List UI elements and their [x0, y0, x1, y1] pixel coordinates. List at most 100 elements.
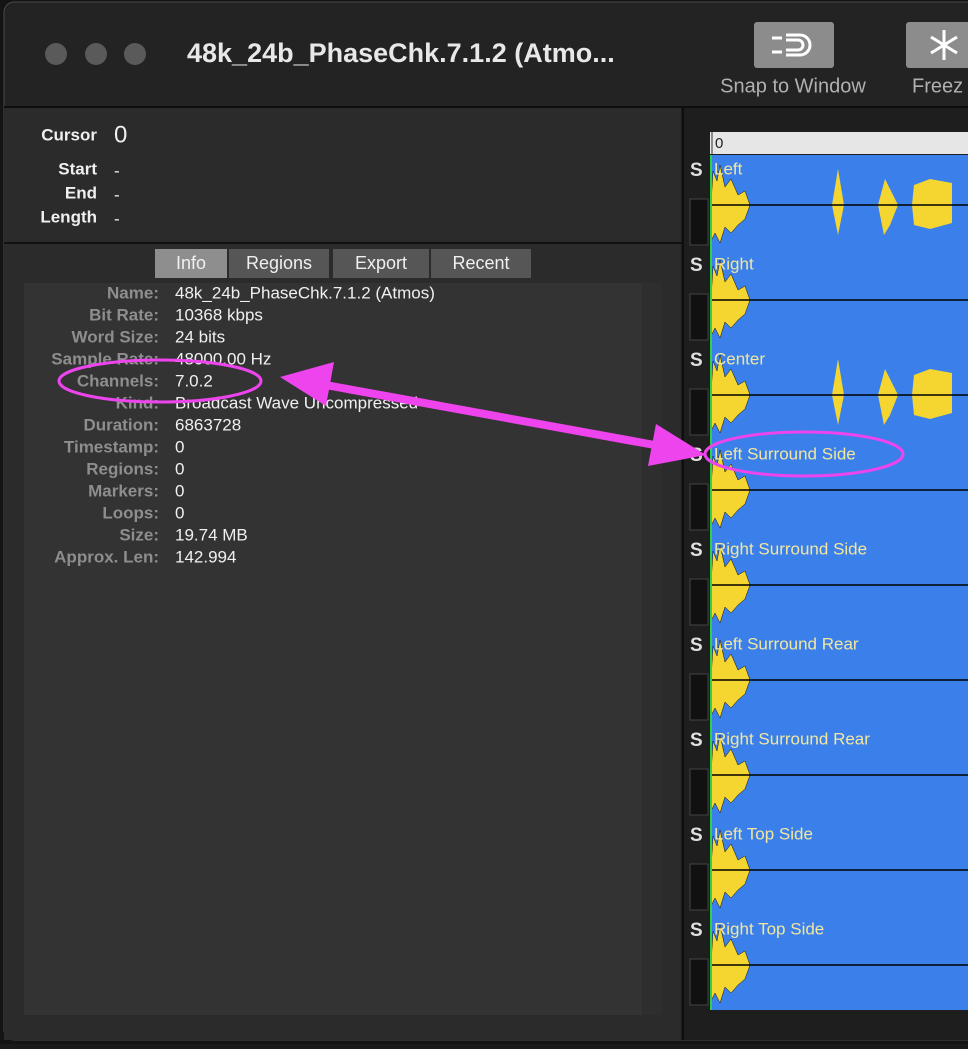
- info-value: 48k_24b_PhaseChk.7.1.2 (Atmos): [175, 283, 435, 302]
- info-label: Word Size:: [71, 327, 159, 346]
- arrow-shaft: [319, 380, 661, 450]
- track-name: Left: [714, 159, 743, 178]
- track-name: Right Surround Side: [714, 539, 867, 558]
- highlight-ellipse: [703, 430, 905, 478]
- track-lane: [710, 915, 968, 1010]
- info-value: 19.74 MB: [175, 525, 248, 544]
- arrow-head: [280, 362, 334, 406]
- cursor-value: -: [114, 161, 120, 180]
- ruler: [710, 132, 968, 154]
- info-value: 0: [175, 503, 184, 522]
- info-label: Name:: [107, 283, 159, 302]
- info-pane: [24, 283, 662, 1015]
- snap-icon: [772, 33, 812, 57]
- tab[interactable]: [431, 249, 531, 278]
- snap-button[interactable]: [754, 22, 834, 68]
- track-control: [689, 578, 709, 626]
- info-label: Duration:: [83, 415, 159, 434]
- annotation: [57, 358, 905, 478]
- info-value: 6863728: [175, 415, 241, 434]
- tab[interactable]: [333, 249, 429, 278]
- waveform: [878, 179, 898, 235]
- toolbar-label: Freez: [912, 75, 963, 97]
- ruler-label: 0: [715, 135, 723, 152]
- waveform: [912, 369, 952, 419]
- info-label: Bit Rate:: [89, 305, 159, 324]
- track-lane: [710, 725, 968, 820]
- tab-label: Export: [355, 253, 407, 273]
- waveform: [832, 359, 844, 425]
- info-label: Loops:: [102, 503, 159, 522]
- track-lane: [710, 250, 968, 345]
- solo-button[interactable]: S: [690, 540, 703, 561]
- info-value: 0: [175, 459, 184, 478]
- track-name: Right Top Side: [714, 919, 824, 938]
- cursor-label: Start: [58, 159, 97, 178]
- freeze-icon: [930, 30, 958, 60]
- waveform: [832, 169, 844, 235]
- tab-label: Regions: [246, 253, 312, 273]
- waveform: [878, 369, 898, 425]
- info-value: 10368 kbps: [175, 305, 263, 324]
- track-control: [689, 958, 709, 1006]
- track-control: [689, 768, 709, 816]
- info-value: 24 bits: [175, 327, 225, 346]
- window-title: 48k_24b_PhaseChk.7.1.2 (Atmo...: [187, 38, 615, 68]
- solo-button[interactable]: S: [690, 160, 703, 181]
- solo-button[interactable]: S: [690, 255, 703, 276]
- info-label: Approx. Len:: [54, 547, 159, 566]
- track-lane: [710, 535, 968, 630]
- cursor-value: -: [114, 185, 120, 204]
- freeze-button[interactable]: [906, 22, 968, 68]
- info-label: Channels:: [77, 371, 159, 390]
- cursor-label: End: [65, 183, 97, 202]
- cursor-value: -: [114, 209, 120, 228]
- track-control: [689, 483, 709, 531]
- solo-button[interactable]: S: [690, 350, 703, 371]
- tab-bar: Info Regions Export Recent: [155, 249, 531, 278]
- track-name: Right Surround Rear: [714, 729, 870, 748]
- tab[interactable]: [155, 249, 227, 278]
- solo-button[interactable]: S: [690, 730, 703, 751]
- track-list: S Left S Right S Center S Left Surround Side S Ri…: [689, 155, 968, 1010]
- track-name: Center: [714, 349, 765, 368]
- info-value: 7.0.2: [175, 371, 213, 390]
- cursor-value: 0: [114, 121, 127, 148]
- track-lane: [710, 440, 968, 535]
- info-label: Sample Rate:: [51, 349, 159, 368]
- scrollbar: [642, 283, 662, 1015]
- solo-button[interactable]: S: [690, 920, 703, 941]
- solo-button[interactable]: S: [690, 635, 703, 656]
- cursor-label: Cursor: [41, 125, 97, 144]
- solo-button[interactable]: S: [690, 825, 703, 846]
- minimize-button[interactable]: [85, 43, 107, 65]
- highlight-ellipse: [57, 358, 263, 404]
- track-name: Left Top Side: [714, 824, 813, 843]
- track-control: [689, 863, 709, 911]
- close-button[interactable]: [45, 43, 67, 65]
- track-control: [689, 388, 709, 436]
- info-value: 0: [175, 437, 184, 456]
- tab[interactable]: [229, 249, 329, 278]
- info-value: 48000.00 Hz: [175, 349, 271, 368]
- track-control: [689, 293, 709, 341]
- info-value: 142.994: [175, 547, 236, 566]
- toolbar-label: Snap to Window: [720, 75, 866, 97]
- track-lane: [710, 630, 968, 725]
- cursor-label: Length: [40, 207, 97, 226]
- track-control: [689, 198, 709, 246]
- waveform: [912, 179, 952, 229]
- track-name: Left Surround Rear: [714, 634, 859, 653]
- info-label: Size:: [119, 525, 159, 544]
- arrow-head: [648, 424, 706, 466]
- zoom-button[interactable]: [124, 43, 146, 65]
- info-label: Markers:: [88, 481, 159, 500]
- track-name: Left Surround Side: [714, 444, 856, 463]
- info-value: Broadcast Wave Uncompressed: [175, 393, 418, 412]
- track-control: [689, 673, 709, 721]
- tab-label: Info: [176, 253, 206, 273]
- info-value: 0: [175, 481, 184, 500]
